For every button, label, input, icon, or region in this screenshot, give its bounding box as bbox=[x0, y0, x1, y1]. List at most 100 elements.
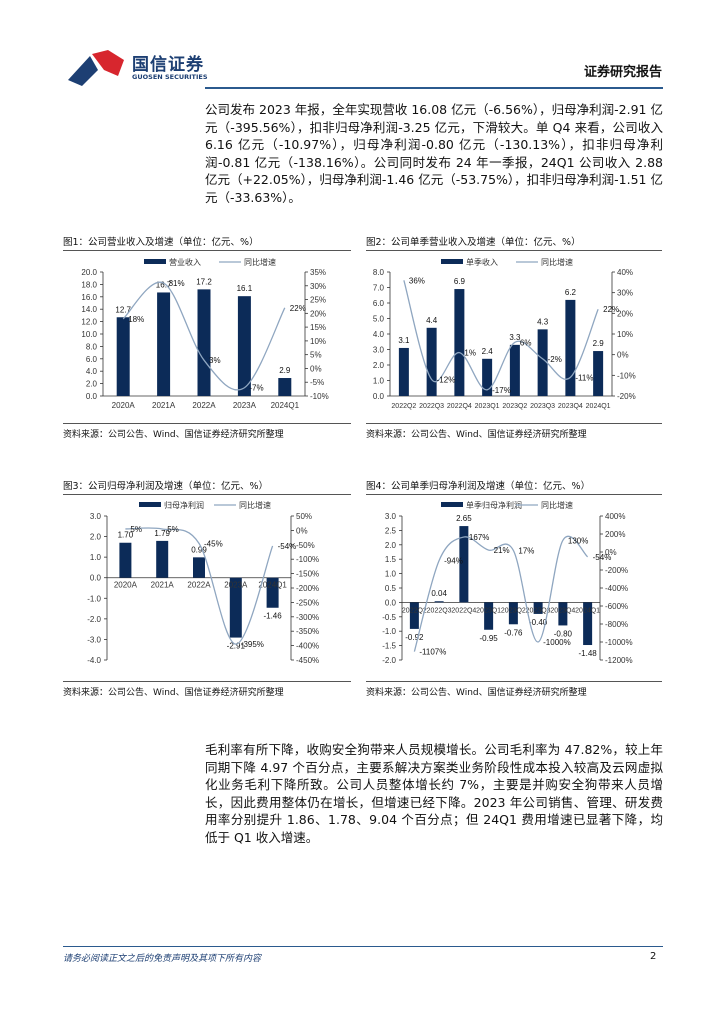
category-label: 2022Q2 bbox=[402, 607, 427, 614]
left-tick-label: -0.5 bbox=[382, 613, 396, 622]
growth-line bbox=[403, 280, 599, 391]
legend-bar-label: 营业收入 bbox=[169, 257, 201, 267]
bar-2023Q4 bbox=[558, 602, 568, 626]
legend-line-label: 同比增速 bbox=[244, 257, 276, 267]
left-tick-label: -1.5 bbox=[382, 642, 396, 651]
growth-label: -54% bbox=[593, 553, 612, 562]
bar-2022Q2 bbox=[409, 602, 419, 629]
guosen-logo-icon bbox=[68, 50, 124, 86]
bar-label: -2.91 bbox=[227, 642, 246, 651]
left-tick-label: 2.0 bbox=[385, 541, 397, 550]
footer-disclaimer: 请务必阅读正文之后的免责声明及其项下所有内容 bbox=[63, 954, 262, 964]
bar-2024Q1 bbox=[593, 351, 604, 396]
right-tick-label: 200% bbox=[605, 530, 625, 539]
right-tick-label: 50% bbox=[296, 512, 312, 521]
right-tick-label: 0% bbox=[617, 351, 629, 360]
right-tick-label: -150% bbox=[296, 570, 319, 579]
legend-bar-label: 单季归母净利润 bbox=[466, 500, 522, 510]
growth-label: -54% bbox=[278, 542, 297, 551]
right-tick-label: -250% bbox=[296, 598, 319, 607]
category-label: 2023Q4 bbox=[558, 403, 583, 410]
left-tick-label: 5.0 bbox=[373, 315, 385, 324]
bar-2023Q4 bbox=[565, 299, 576, 396]
left-tick-label: -1.0 bbox=[382, 627, 396, 636]
legend-bar-swatch bbox=[441, 502, 463, 507]
left-tick-label: 12.0 bbox=[81, 318, 97, 327]
right-tick-label: -400% bbox=[296, 642, 319, 651]
right-tick-label: 0% bbox=[310, 364, 322, 373]
right-tick-label: 25% bbox=[310, 296, 326, 305]
bar-2022Q3 bbox=[426, 327, 437, 396]
left-tick-label: -1.0 bbox=[87, 594, 101, 603]
growth-label: 3% bbox=[209, 356, 221, 365]
chart2-title-rule bbox=[366, 250, 662, 251]
chart1-source: 资料来源：公司公告、Wind、国信证券经济研究所整理 bbox=[63, 430, 284, 440]
growth-label: 167% bbox=[469, 533, 489, 542]
right-tick-label: -10% bbox=[617, 371, 636, 380]
bar-2021A bbox=[157, 292, 171, 396]
right-tick-label: 5% bbox=[310, 351, 322, 360]
right-tick-label: -400% bbox=[605, 584, 628, 593]
footer-divider bbox=[63, 946, 663, 947]
report-type-label: 证券研究报告 bbox=[583, 65, 662, 80]
chart1: 20.0 18.0 16.0 14.0 12.0 10.0 8.0 6.0 4.0 2.0 0.0 3… bbox=[81, 257, 328, 410]
left-tick-label: 3.0 bbox=[90, 512, 102, 521]
left-tick-label: 3.0 bbox=[385, 512, 397, 521]
bar-label: 2.9 bbox=[593, 339, 605, 348]
category-label: 2022A bbox=[192, 401, 216, 410]
bar-label: 6.2 bbox=[565, 288, 577, 297]
growth-label: 22% bbox=[290, 304, 306, 313]
bar-2020A bbox=[119, 542, 132, 578]
left-tick-label: 1.0 bbox=[90, 553, 102, 562]
left-tick-label: 2.0 bbox=[373, 361, 385, 370]
bar-2024Q1 bbox=[278, 378, 292, 396]
right-tick-label: -450% bbox=[296, 656, 319, 665]
growth-label: -395% bbox=[241, 640, 264, 649]
bar-label: 0.04 bbox=[431, 589, 447, 598]
legend-bar-swatch bbox=[441, 259, 463, 264]
bar-label: 2.9 bbox=[279, 366, 291, 375]
right-tick-label: -200% bbox=[296, 584, 319, 593]
right-tick-label: 20% bbox=[310, 309, 326, 318]
right-tick-label: 0% bbox=[296, 526, 308, 535]
bar-2022Q4 bbox=[459, 526, 469, 603]
legend-bar-label: 归母净利润 bbox=[164, 500, 204, 510]
right-tick-label: -1200% bbox=[605, 656, 633, 665]
bar-2020A bbox=[116, 317, 130, 396]
growth-label: 31% bbox=[169, 279, 185, 288]
bar-label: 6.9 bbox=[454, 277, 466, 286]
right-tick-label: 30% bbox=[617, 289, 633, 298]
bar-label: 16.1 bbox=[237, 284, 253, 293]
chart4-source: 资料来源：公司公告、Wind、国信证券经济研究所整理 bbox=[366, 688, 587, 698]
category-label: 2021A bbox=[151, 581, 175, 590]
growth-label: 18% bbox=[128, 315, 144, 324]
left-tick-label: 2.5 bbox=[385, 526, 397, 535]
logo-text-cn: 国信证券 bbox=[132, 55, 204, 75]
chart2-source: 资料来源：公司公告、Wind、国信证券经济研究所整理 bbox=[366, 430, 587, 440]
bar-label: 17.2 bbox=[196, 277, 212, 286]
summary-paragraph: 公司发布 2023 年报，全年实现营收 16.08 亿元（-6.56%），归母净… bbox=[205, 102, 663, 205]
left-tick-label: -2.0 bbox=[382, 656, 396, 665]
bar-2023Q1 bbox=[482, 358, 493, 396]
right-tick-label: -1000% bbox=[605, 638, 633, 647]
left-tick-label: 0.0 bbox=[90, 574, 102, 583]
bar-2024Q1 bbox=[266, 577, 279, 608]
left-tick-label: 0.5 bbox=[385, 584, 397, 593]
chart4: 3.0 2.5 2.0 1.5 1.0 0.5 0.0 -0.5 -1.0 -1.5 -2.0 400… bbox=[382, 500, 632, 665]
category-label: 2020A bbox=[112, 401, 136, 410]
left-tick-label: 1.5 bbox=[385, 555, 397, 564]
bar-2021A bbox=[156, 540, 169, 578]
left-tick-label: 0.0 bbox=[86, 392, 98, 401]
growth-label: 21% bbox=[494, 546, 510, 555]
category-label: 2022Q4 bbox=[451, 607, 476, 614]
legend-line-label: 同比增速 bbox=[541, 257, 573, 267]
chart4-title-rule bbox=[366, 494, 662, 495]
category-label: 2022Q3 bbox=[427, 607, 452, 614]
left-tick-label: 2.0 bbox=[86, 380, 98, 389]
category-label: 2020A bbox=[114, 581, 138, 590]
growth-label: -1000% bbox=[543, 638, 571, 647]
right-tick-label: 10% bbox=[310, 337, 326, 346]
left-tick-label: 4.0 bbox=[86, 367, 98, 376]
right-tick-label: -100% bbox=[296, 555, 319, 564]
